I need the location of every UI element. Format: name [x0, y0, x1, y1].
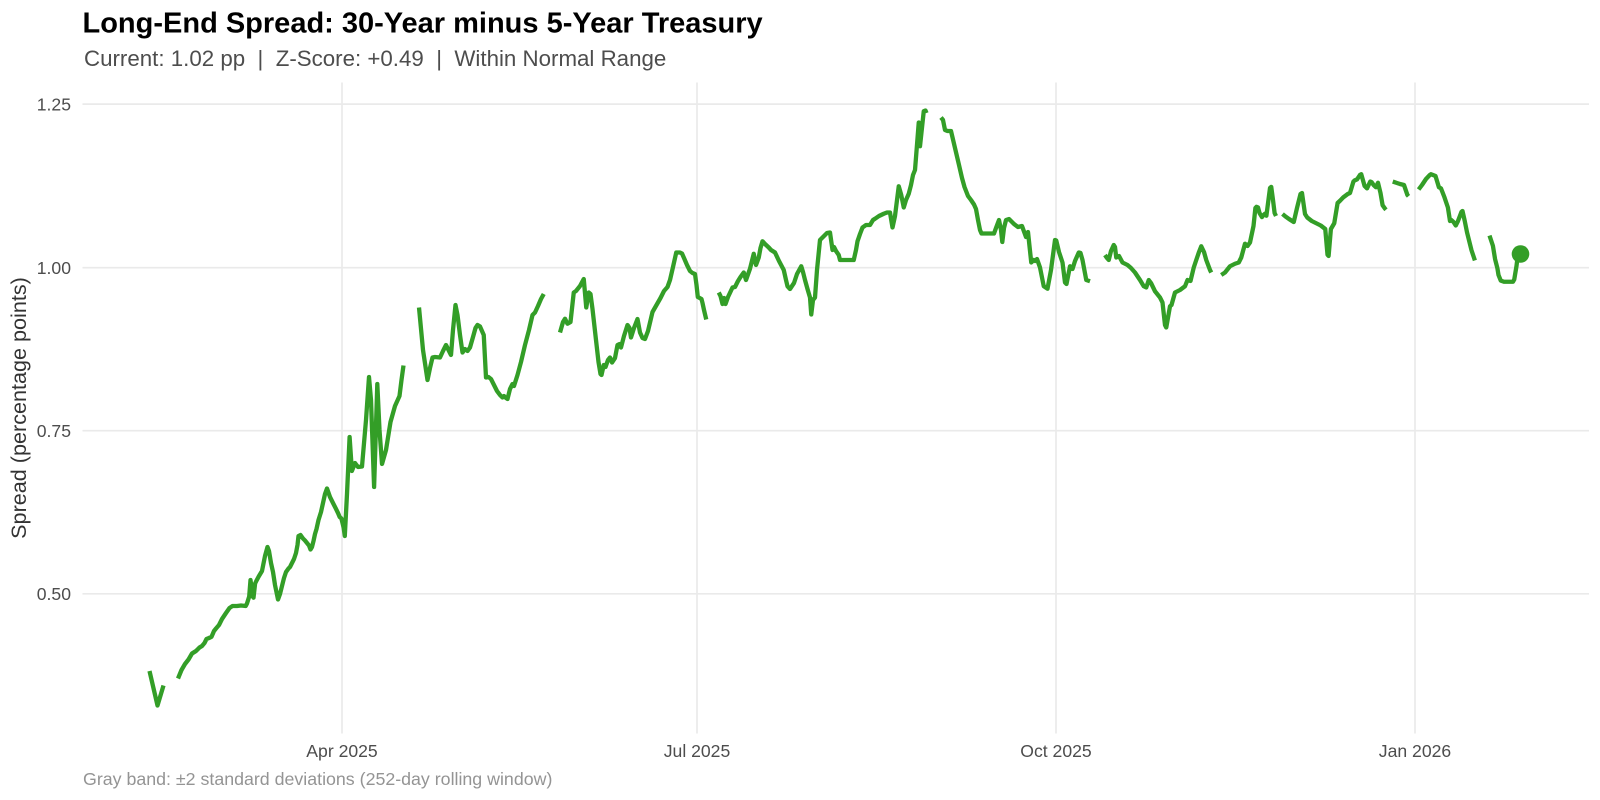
- svg-text:0.75: 0.75: [37, 421, 71, 441]
- svg-text:0.50: 0.50: [37, 584, 71, 604]
- svg-text:Apr 2025: Apr 2025: [306, 741, 378, 761]
- svg-text:Gray band: ±2 standard deviati: Gray band: ±2 standard deviations (252-d…: [83, 769, 552, 789]
- svg-text:1.00: 1.00: [37, 258, 71, 278]
- svg-text:Long-End Spread: 30-Year minus: Long-End Spread: 30-Year minus 5-Year Tr…: [83, 8, 763, 40]
- svg-text:Oct 2025: Oct 2025: [1020, 741, 1092, 761]
- svg-text:Spread (percentage points): Spread (percentage points): [6, 277, 31, 539]
- svg-text:1.25: 1.25: [37, 94, 71, 114]
- svg-text:Jul 2025: Jul 2025: [664, 741, 731, 761]
- svg-text:Jan 2026: Jan 2026: [1379, 741, 1452, 761]
- svg-text:Current: 1.02 pp | Z-Score:: Current: 1.02 pp | Z-Score: +0.49 | With…: [84, 46, 666, 71]
